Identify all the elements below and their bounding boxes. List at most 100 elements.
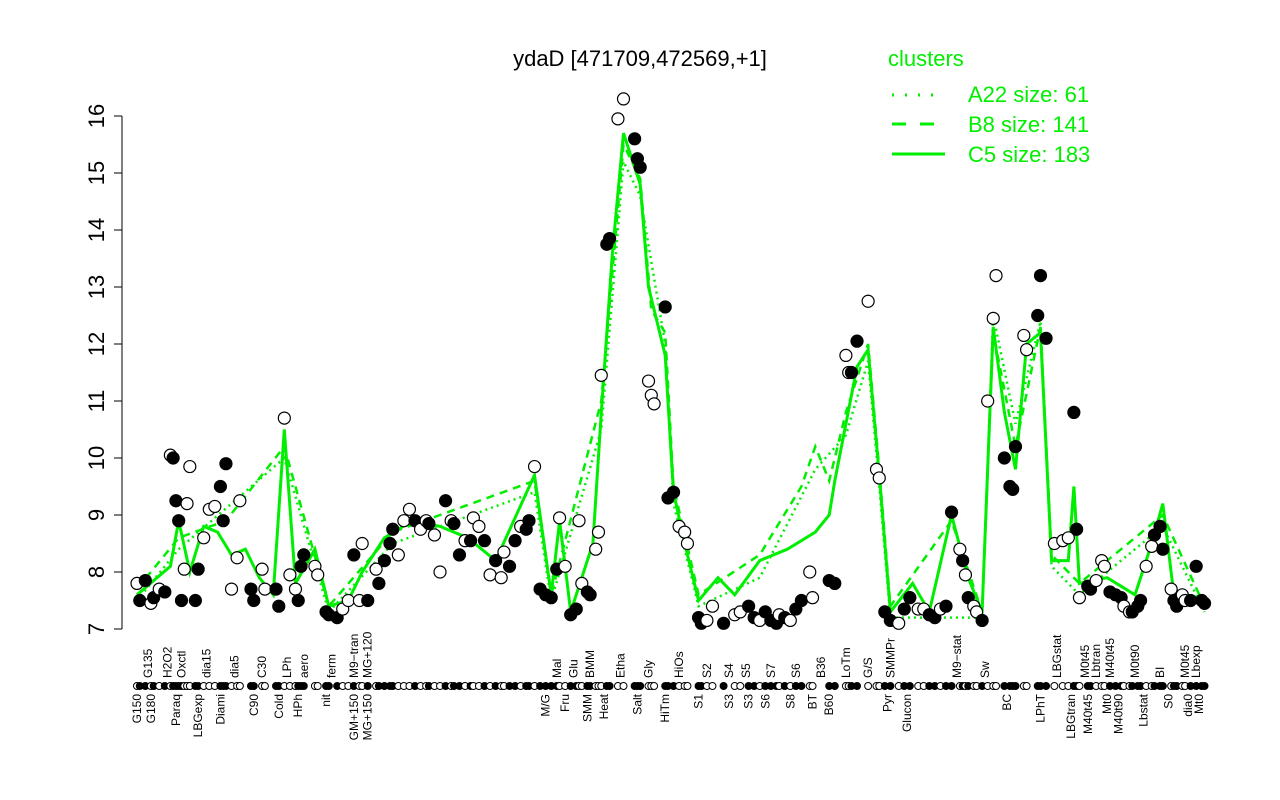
data-point-filled bbox=[844, 365, 859, 380]
x-label-bottom: LBGtran bbox=[1064, 694, 1078, 739]
data-point-open bbox=[678, 525, 692, 539]
data-point-filled bbox=[272, 599, 286, 613]
y-tick-label: 12 bbox=[84, 332, 109, 356]
data-point-open bbox=[1019, 343, 1034, 357]
x-label-bottom: BC bbox=[1000, 694, 1014, 711]
data-point-filled bbox=[361, 593, 375, 608]
data-point-open bbox=[397, 514, 411, 528]
x-label-top: dia5 bbox=[227, 655, 241, 678]
data-point-filled bbox=[997, 451, 1011, 465]
x-label-top: Mal bbox=[550, 659, 564, 678]
data-point-filled bbox=[633, 160, 647, 174]
data-point-filled bbox=[741, 599, 756, 613]
x-label-bottom: LPhT bbox=[1034, 693, 1048, 722]
data-point-filled bbox=[1008, 440, 1023, 454]
data-point-filled bbox=[174, 593, 189, 608]
data-point-open bbox=[803, 565, 817, 579]
data-point-open bbox=[958, 568, 973, 582]
x-tick-dot bbox=[719, 682, 728, 690]
data-point-filled bbox=[1189, 559, 1203, 573]
data-point-open bbox=[255, 562, 269, 576]
x-label-top: S2 bbox=[700, 663, 714, 678]
x-tick-dot bbox=[650, 682, 659, 690]
data-point-open bbox=[981, 394, 995, 408]
data-point-open bbox=[680, 536, 695, 551]
x-label-bottom: Glucon bbox=[900, 694, 914, 732]
data-point-open bbox=[283, 568, 297, 582]
data-point-open bbox=[483, 568, 497, 582]
data-point-filled bbox=[172, 514, 186, 528]
data-point-filled bbox=[1070, 522, 1084, 536]
data-point-open bbox=[552, 511, 567, 525]
data-point-filled bbox=[666, 485, 681, 499]
x-tick-dot bbox=[853, 682, 862, 690]
x-label-bottom: GM+150 bbox=[347, 694, 361, 741]
y-tick-label: 9 bbox=[84, 509, 109, 521]
data-point-open bbox=[705, 599, 720, 613]
x-label-top: H2O2 bbox=[161, 646, 175, 678]
data-point-filled bbox=[347, 548, 361, 562]
data-point-filled bbox=[1039, 331, 1053, 345]
data-point-open bbox=[700, 613, 714, 628]
data-point-open bbox=[594, 368, 608, 382]
data-point-open bbox=[427, 528, 442, 542]
x-tick-dot bbox=[905, 682, 914, 690]
x-label-bottom: S6 bbox=[758, 694, 772, 709]
data-point-open bbox=[986, 311, 1000, 325]
x-label-bottom: MG+150 bbox=[361, 694, 375, 741]
x-label-top: Etha bbox=[614, 653, 628, 678]
data-point-open bbox=[1072, 591, 1087, 605]
data-point-filled bbox=[1067, 405, 1081, 419]
x-tick-dot bbox=[235, 682, 244, 690]
data-point-open bbox=[288, 582, 303, 596]
data-point-open bbox=[783, 613, 797, 628]
x-label-top: MG+120 bbox=[361, 631, 375, 678]
data-point-filled bbox=[489, 553, 503, 568]
x-label-bottom: S1 bbox=[692, 694, 706, 709]
data-point-filled bbox=[975, 613, 989, 628]
x-label-bottom: HPh bbox=[291, 694, 305, 717]
x-tick-dot bbox=[605, 682, 614, 690]
x-label-bottom: Lbstat bbox=[1136, 693, 1150, 726]
x-label-top: C30 bbox=[255, 656, 269, 678]
data-point-filled bbox=[1031, 308, 1045, 323]
data-point-filled bbox=[1153, 519, 1167, 534]
data-point-open bbox=[861, 294, 875, 308]
data-point-open bbox=[433, 565, 447, 579]
data-point-open bbox=[839, 348, 853, 362]
x-label-bottom: LBGexp bbox=[191, 694, 205, 738]
x-tick-dot bbox=[736, 682, 745, 690]
x-label-top: S7 bbox=[764, 663, 778, 678]
x-label-bottom: M/G bbox=[539, 694, 553, 717]
x-label-bottom: HiTm bbox=[658, 694, 672, 723]
data-point-filled bbox=[447, 516, 461, 531]
data-point-filled bbox=[508, 534, 522, 548]
x-label-bottom: S8 bbox=[783, 694, 797, 709]
data-point-open bbox=[180, 497, 194, 511]
data-points bbox=[130, 92, 1212, 630]
data-point-filled bbox=[1197, 596, 1212, 610]
x-label-top: S5 bbox=[739, 663, 753, 678]
x-label-bottom: M40t90 bbox=[1111, 694, 1125, 734]
data-point-filled bbox=[219, 457, 233, 471]
data-point-filled bbox=[247, 593, 261, 608]
data-point-open bbox=[472, 519, 486, 534]
x-label-bottom: dia0 bbox=[1181, 694, 1195, 717]
legend-title: clusters bbox=[888, 46, 964, 71]
data-point-filled bbox=[658, 300, 672, 314]
data-point-filled bbox=[191, 562, 205, 576]
data-point-filled bbox=[477, 534, 492, 548]
y-axis: 7 8 9 10 11 12 13 14 15 16 bbox=[84, 104, 123, 635]
data-point-filled bbox=[138, 573, 152, 588]
x-tick-dot bbox=[808, 682, 817, 690]
data-point-filled bbox=[386, 522, 400, 536]
x-tick-dot bbox=[708, 682, 717, 690]
y-tick-label: 10 bbox=[84, 446, 109, 470]
data-point-open bbox=[805, 591, 820, 605]
data-point-open bbox=[892, 616, 906, 630]
x-label-bottom: G150 bbox=[130, 694, 144, 724]
x-tick-dot bbox=[1050, 682, 1059, 690]
data-point-filled bbox=[452, 548, 467, 562]
x-tick-dot bbox=[260, 682, 269, 690]
data-point-open bbox=[258, 582, 272, 596]
